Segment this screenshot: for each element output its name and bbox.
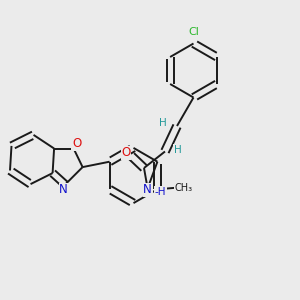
Text: O: O [122,146,130,160]
Text: CH₃: CH₃ [175,183,193,193]
Text: N: N [143,183,152,196]
Text: -H: -H [154,187,166,197]
Text: N: N [59,183,68,196]
Text: Cl: Cl [188,27,199,37]
Text: H: H [174,145,182,155]
Text: H: H [159,118,167,128]
Text: O: O [72,137,81,150]
